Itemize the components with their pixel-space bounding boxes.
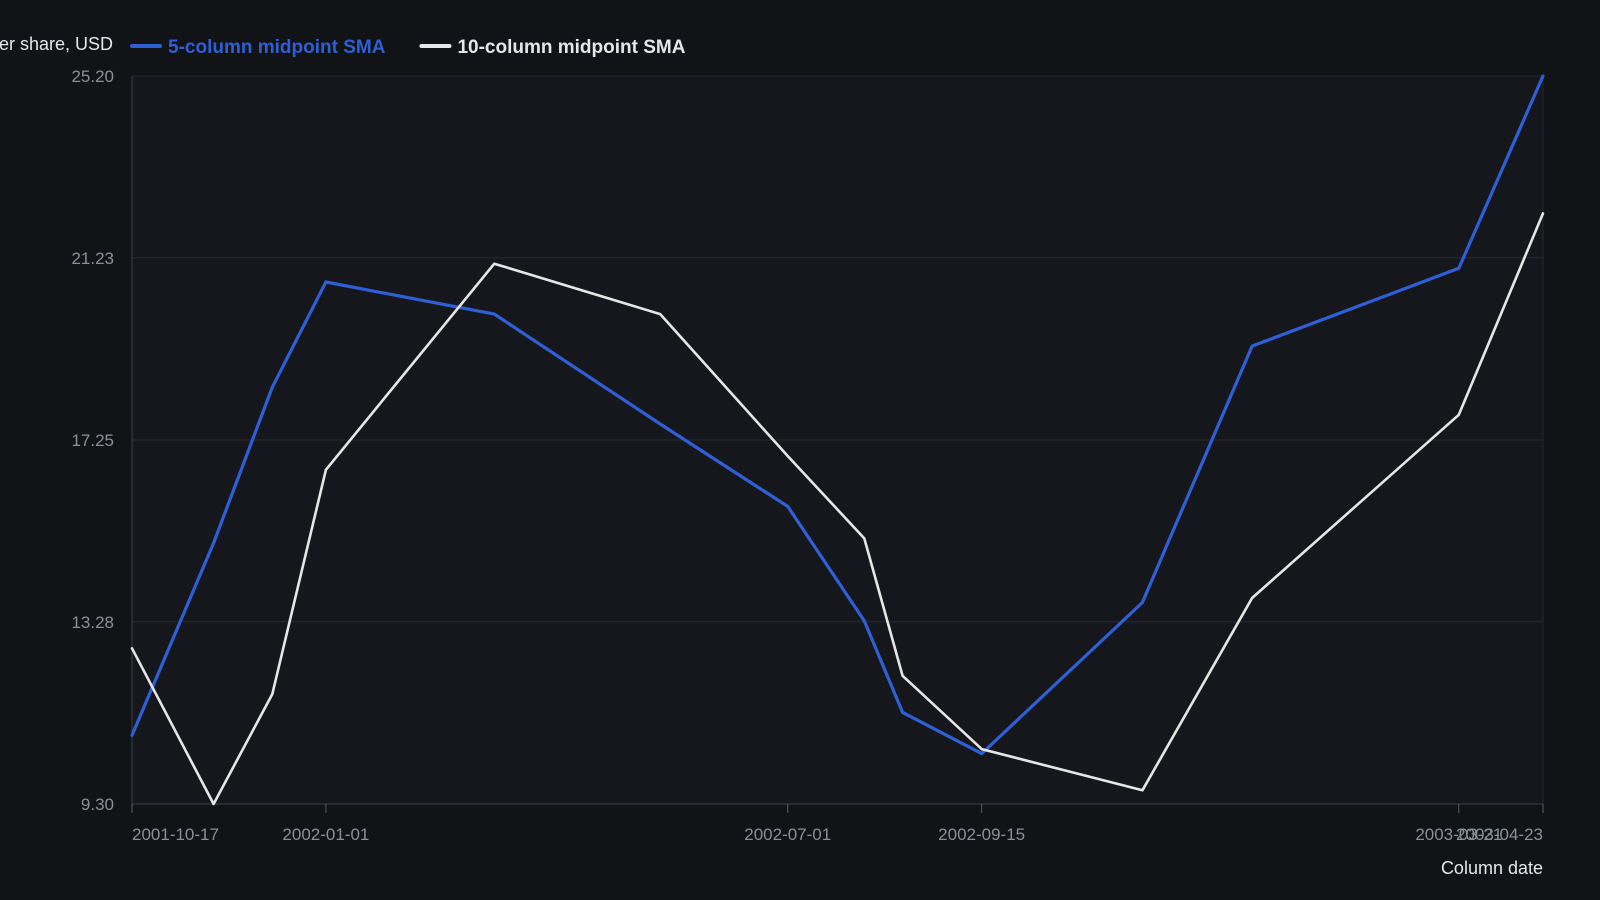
y-axis-title: Price per share, USD xyxy=(0,34,113,54)
y-tick-label: 13.28 xyxy=(71,613,114,632)
x-tick-label: 2001-10-17 xyxy=(132,825,219,844)
series-layer xyxy=(130,74,1545,806)
y-tick-label: 21.23 xyxy=(71,249,114,268)
y-tick-label: 17.25 xyxy=(71,431,114,450)
x-tick-label: 2002-07-01 xyxy=(744,825,831,844)
grid-layer xyxy=(132,75,1544,804)
y-tick-label: 25.20 xyxy=(71,67,114,86)
label-layer: Price per share, USD Column date xyxy=(0,34,1543,878)
x-tick-label: 2002-09-15 xyxy=(938,825,1025,844)
series-line-2 xyxy=(130,212,1545,806)
series-line-1 xyxy=(130,74,1545,756)
x-tick-label: 2003-04-23 xyxy=(1456,825,1543,844)
legend-label-2: 10-column midpoint SMA xyxy=(457,37,685,58)
axis-layer: 9.30 13.28 17.25 21.23 25.20 2001-10-17 2002-0… xyxy=(71,67,1544,844)
x-tick-label: 2003-03-21 xyxy=(1415,825,1502,844)
y-tick-label: 9.30 xyxy=(81,795,114,814)
legend: 5-column midpoint SMA 10-column midpoint … xyxy=(130,37,686,58)
legend-label-1: 5-column midpoint SMA xyxy=(168,37,386,58)
x-axis-title: Column date xyxy=(1441,858,1543,878)
x-tick-label: 2002-01-01 xyxy=(282,825,369,844)
